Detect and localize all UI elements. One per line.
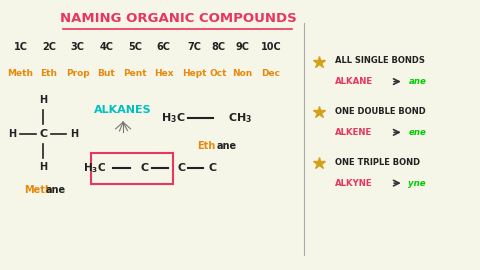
- Text: Dec: Dec: [262, 69, 280, 78]
- Text: yne: yne: [408, 178, 426, 188]
- Text: ALKANE: ALKANE: [336, 77, 373, 86]
- Text: 2C: 2C: [42, 42, 56, 52]
- Text: $\mathregular{H_3C}$: $\mathregular{H_3C}$: [161, 111, 185, 124]
- Text: Non: Non: [232, 69, 252, 78]
- Text: C: C: [209, 163, 217, 173]
- Text: 6C: 6C: [156, 42, 171, 52]
- Text: ene: ene: [408, 128, 426, 137]
- Text: 1C: 1C: [13, 42, 27, 52]
- Text: Meth: Meth: [8, 69, 34, 78]
- Bar: [91, 153, 173, 184]
- Text: C: C: [141, 163, 149, 173]
- Text: C: C: [178, 163, 186, 173]
- Text: Hept: Hept: [182, 69, 207, 78]
- Text: ONE DOUBLE BOND: ONE DOUBLE BOND: [336, 107, 426, 116]
- Text: ONE TRIPLE BOND: ONE TRIPLE BOND: [336, 158, 420, 167]
- Text: H: H: [8, 129, 16, 139]
- Text: 7C: 7C: [188, 42, 202, 52]
- Text: 10C: 10C: [261, 42, 281, 52]
- Text: 5C: 5C: [128, 42, 142, 52]
- Text: ane: ane: [216, 141, 236, 151]
- Text: C: C: [39, 129, 48, 139]
- Text: Eth: Eth: [41, 69, 58, 78]
- Text: H: H: [71, 129, 78, 139]
- Text: But: But: [97, 69, 115, 78]
- Text: 4C: 4C: [99, 42, 113, 52]
- Text: 9C: 9C: [235, 42, 250, 52]
- Text: Hex: Hex: [154, 69, 173, 78]
- Text: ALL SINGLE BONDS: ALL SINGLE BONDS: [336, 56, 425, 65]
- Text: Eth: Eth: [197, 141, 216, 151]
- Text: $\mathregular{H_3C}$: $\mathregular{H_3C}$: [83, 161, 106, 175]
- Text: ALKENE: ALKENE: [336, 128, 372, 137]
- Text: ane: ane: [46, 185, 66, 195]
- Text: NAMING ORGANIC COMPOUNDS: NAMING ORGANIC COMPOUNDS: [60, 12, 296, 25]
- Text: H: H: [39, 95, 48, 105]
- Text: ane: ane: [408, 77, 426, 86]
- Text: 3C: 3C: [71, 42, 85, 52]
- Text: 8C: 8C: [212, 42, 226, 52]
- Text: Meth: Meth: [24, 185, 52, 195]
- Text: Oct: Oct: [210, 69, 227, 78]
- Text: Pent: Pent: [123, 69, 147, 78]
- Text: $\mathregular{CH_3}$: $\mathregular{CH_3}$: [228, 111, 252, 124]
- Text: Prop: Prop: [66, 69, 90, 78]
- Text: ALKANES: ALKANES: [94, 104, 152, 114]
- Text: ALKYNE: ALKYNE: [336, 178, 373, 188]
- Text: H: H: [39, 162, 48, 172]
